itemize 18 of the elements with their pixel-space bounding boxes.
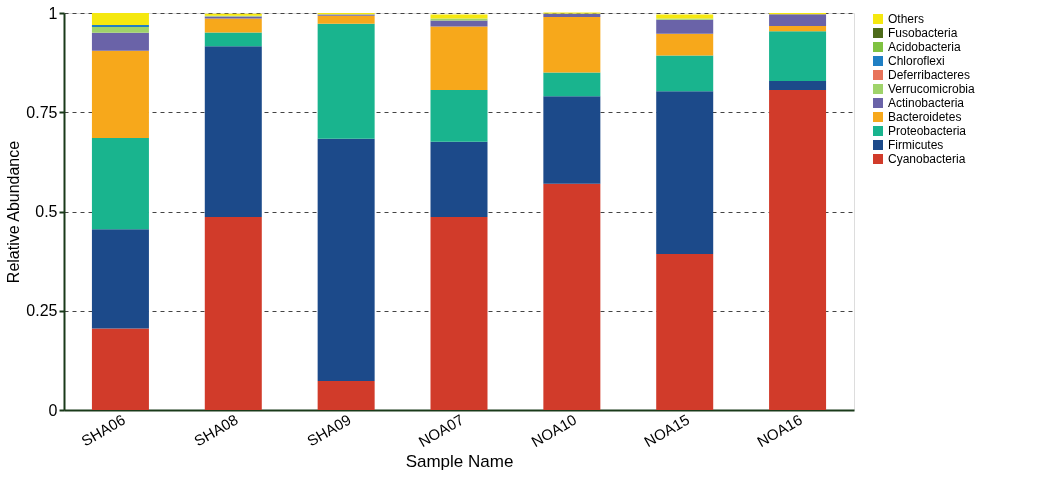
legend-label: Firmicutes: [888, 138, 944, 152]
legend-label: Actinobacteria: [888, 96, 965, 110]
y-tick-label: 0: [48, 401, 58, 419]
y-axis-title: Relative Abundance: [5, 140, 23, 284]
legend-label: Others: [888, 12, 925, 26]
legend-label: Cyanobacteria: [888, 152, 966, 166]
legend-label: Deferribacteres: [888, 68, 971, 82]
legend-label: Acidobacteria: [888, 40, 962, 54]
y-tick-label: 0.25: [26, 302, 58, 320]
y-tick-label: 1: [48, 4, 58, 22]
legend-label: Bacteroidetes: [888, 110, 962, 124]
legend-label: Verrucomicrobia: [888, 82, 976, 96]
x-axis-title: Sample Name: [405, 452, 514, 472]
legend-label: Fusobacteria: [888, 26, 958, 40]
y-tick-label: 0.75: [26, 103, 58, 121]
legend-label: Proteobacteria: [888, 124, 967, 138]
legend-label: Chloroflexi: [888, 54, 945, 68]
y-tick-label: 0.5: [35, 203, 58, 220]
